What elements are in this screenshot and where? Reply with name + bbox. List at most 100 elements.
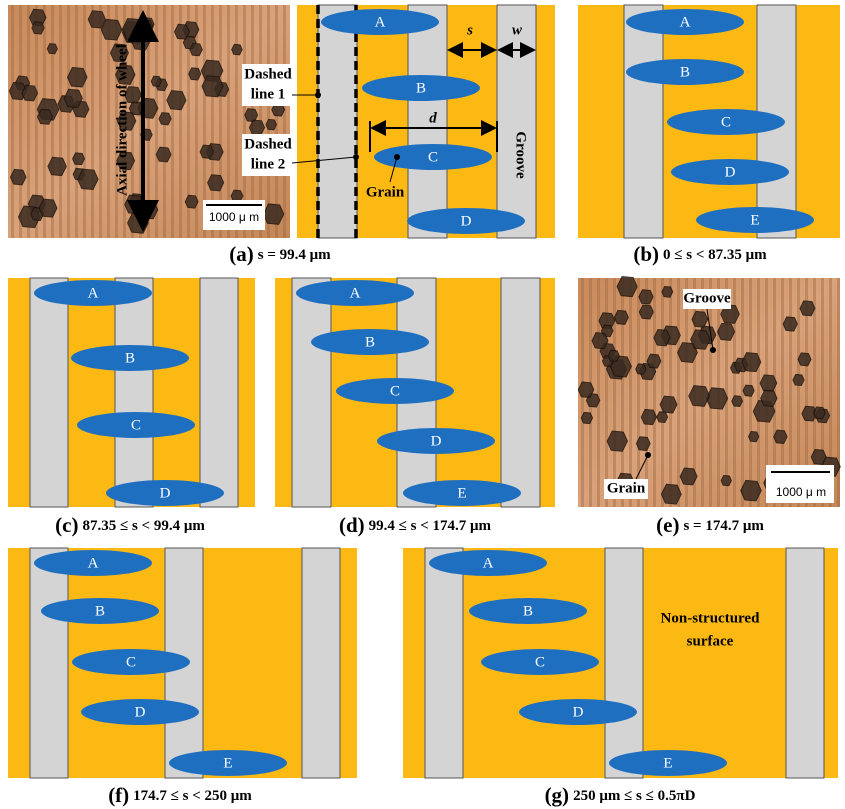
grain-particle xyxy=(706,388,727,409)
caption-tag: (e) xyxy=(656,513,679,537)
grain-particle xyxy=(636,364,646,374)
groove xyxy=(30,278,68,507)
grain-particle xyxy=(661,484,681,504)
grain-particle xyxy=(798,353,811,366)
caption-tag: (f) xyxy=(108,783,129,807)
grain-particle xyxy=(68,67,87,86)
grain-particle xyxy=(38,109,53,124)
grain-label: C xyxy=(390,383,400,399)
annotation: Grain xyxy=(366,184,405,200)
caption-text: 0 ≤ s < 87.35 μm xyxy=(663,247,767,263)
grain-label: Grain xyxy=(607,480,646,496)
groove-stripe xyxy=(179,5,182,238)
caption-tag: (g) xyxy=(545,783,570,807)
groove xyxy=(318,5,357,238)
grain-particle xyxy=(48,157,66,175)
groove-label: Groove xyxy=(683,290,731,306)
grain-particle xyxy=(202,76,223,97)
groove-stripe xyxy=(75,5,78,238)
caption-tag: (a) xyxy=(229,242,254,266)
grain-particle xyxy=(774,430,787,443)
annotation: s xyxy=(466,22,473,38)
grain-label: C xyxy=(721,114,731,130)
grain-particle xyxy=(159,113,171,125)
grain-particle xyxy=(208,175,224,191)
groove xyxy=(115,278,153,507)
axis-label: Axial direction of wheel xyxy=(114,44,130,196)
groove-stripe xyxy=(757,278,760,507)
grain-label: B xyxy=(125,350,135,366)
grain-particle xyxy=(581,412,592,423)
grain-particle xyxy=(232,44,242,54)
grain-particle xyxy=(592,333,608,349)
grain-label: D xyxy=(135,704,146,720)
grain-particle xyxy=(662,286,673,297)
grain-particle xyxy=(167,91,186,110)
grain-particle xyxy=(761,390,777,406)
grain-label: E xyxy=(457,485,466,501)
grain-particle xyxy=(814,407,826,419)
groove-stripe xyxy=(107,5,110,238)
leader-dot xyxy=(710,347,716,353)
grain-label: C xyxy=(428,149,438,165)
grain-particle xyxy=(608,350,619,361)
groove-stripe xyxy=(99,5,102,238)
grain-particle xyxy=(47,44,57,54)
grain-particle xyxy=(73,153,85,165)
grain-particle xyxy=(647,354,661,368)
grain-label: C xyxy=(131,417,141,433)
caption-tag: (d) xyxy=(339,513,365,537)
caption-text: s = 99.4 μm xyxy=(258,247,331,263)
grain-particle xyxy=(122,19,144,41)
grain-particle xyxy=(793,374,804,385)
groove-stripe xyxy=(91,5,94,238)
grain-particle xyxy=(691,330,710,349)
grain-label: A xyxy=(350,285,361,301)
grain-particle xyxy=(266,119,276,129)
scale-label: 1000 μ m xyxy=(776,485,826,499)
caption-text: 174.7 ≤ s < 250 μm xyxy=(133,788,252,804)
groove xyxy=(786,548,824,778)
grain-particle xyxy=(657,412,668,423)
groove-stripe xyxy=(11,5,14,238)
grain-label: D xyxy=(573,704,584,720)
annotation: w xyxy=(512,22,523,38)
groove-stripe xyxy=(605,278,608,507)
groove xyxy=(292,278,331,507)
grain-particle xyxy=(156,147,171,162)
grain-label: A xyxy=(88,285,99,301)
leader-dot xyxy=(645,452,651,458)
caption-tag: (b) xyxy=(633,242,659,266)
grain-label: C xyxy=(126,654,136,670)
grain-label: C xyxy=(535,654,545,670)
grain-particle xyxy=(639,305,653,319)
groove-stripe xyxy=(67,5,70,238)
grain-particle xyxy=(88,11,105,28)
grain-particle xyxy=(11,169,26,184)
grain-particle xyxy=(189,68,201,80)
grain-particle xyxy=(692,311,708,327)
grain-particle xyxy=(639,290,653,304)
caption: (g) 250 μm ≤ s ≤ 0.5πD xyxy=(545,783,696,807)
grain-label: D xyxy=(160,485,171,501)
caption: (b) 0 ≤ s < 87.35 μm xyxy=(633,242,767,266)
grain-label: E xyxy=(663,755,672,771)
grain-label: B xyxy=(416,80,426,96)
groove xyxy=(605,548,643,778)
annotation: line 2 xyxy=(251,156,286,172)
grain-particle xyxy=(190,43,202,55)
schematic: ABCDE xyxy=(275,278,555,507)
annotation: surface xyxy=(687,633,734,649)
groove xyxy=(30,548,68,778)
groove xyxy=(408,5,447,238)
annotation: Groove xyxy=(513,131,529,179)
schematic: ABCDE xyxy=(8,548,357,778)
annotation: d xyxy=(429,110,437,126)
grain-label: B xyxy=(365,334,375,350)
caption: (f) 174.7 ≤ s < 250 μm xyxy=(108,783,252,807)
groove-stripe xyxy=(155,5,158,238)
grain-particle xyxy=(680,468,697,485)
grain-particle xyxy=(39,199,57,217)
schematic: A B C D xyxy=(8,278,255,507)
grain-particle xyxy=(689,386,710,407)
